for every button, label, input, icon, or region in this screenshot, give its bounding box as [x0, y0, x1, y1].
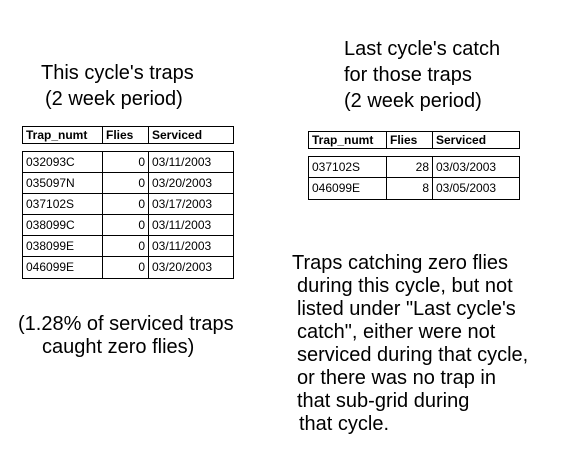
- percent-note: (1.28% of serviced traps caught zero fli…: [18, 313, 234, 359]
- explanation-line5: serviced during that cycle,: [297, 344, 529, 366]
- trap-cell: 032093C: [23, 152, 103, 172]
- last-cycle-caption-line3: (2 week period): [344, 90, 482, 112]
- table-row: 046099E 8 03/05/2003: [309, 178, 519, 199]
- column-header-serviced: Serviced: [152, 128, 203, 142]
- explanation-line7: that sub-grid during: [297, 390, 470, 412]
- trap-cell: 038099C: [23, 215, 103, 235]
- serviced-cell: 03/17/2003: [152, 197, 213, 211]
- flies-cell: 28: [387, 157, 433, 177]
- column-header-trap: Trap_numt: [309, 132, 387, 148]
- trap-cell: 046099E: [23, 257, 103, 278]
- flies-cell: 0: [103, 173, 149, 193]
- column-header-flies: Flies: [387, 132, 433, 148]
- explanation-line2: during this cycle, but not: [297, 275, 513, 297]
- flies-cell: 0: [103, 152, 149, 172]
- serviced-cell: 03/11/2003: [152, 218, 212, 232]
- serviced-cell: 03/11/2003: [152, 155, 212, 169]
- table-row: 038099C 0 03/11/2003: [23, 215, 233, 236]
- this-cycle-table-header: Trap_numt Flies Serviced: [22, 126, 234, 144]
- table-row: 037102S 0 03/17/2003: [23, 194, 233, 215]
- flies-cell: 0: [103, 257, 149, 278]
- serviced-cell: 03/03/2003: [436, 160, 497, 174]
- last-cycle-caption: Last cycle's catch for those traps (2 we…: [344, 36, 500, 114]
- serviced-cell: 03/05/2003: [436, 181, 497, 195]
- flies-cell: 0: [103, 194, 149, 214]
- flies-cell: 8: [387, 178, 433, 199]
- column-header-serviced: Serviced: [436, 133, 487, 147]
- this-cycle-table: 032093C 0 03/11/2003 035097N 0 03/20/200…: [22, 151, 234, 279]
- trap-cell: 046099E: [309, 178, 387, 199]
- explanation-line4: catch", either were not: [297, 321, 496, 343]
- table-row: 035097N 0 03/20/2003: [23, 173, 233, 194]
- explanation-line3: listed under "Last cycle's: [297, 298, 516, 320]
- serviced-cell: 03/20/2003: [152, 176, 213, 190]
- serviced-cell: 03/20/2003: [152, 260, 213, 274]
- this-cycle-caption-line2: (2 week period): [45, 88, 183, 110]
- last-cycle-caption-line1: Last cycle's catch: [344, 38, 501, 60]
- table-row: 038099E 0 03/11/2003: [23, 236, 233, 257]
- explanation-line1: Traps catching zero flies: [292, 252, 509, 274]
- last-cycle-table-header: Trap_numt Flies Serviced: [308, 131, 520, 149]
- trap-cell: 035097N: [23, 173, 103, 193]
- percent-note-line2: caught zero flies): [42, 336, 195, 358]
- explanation-line6: or there was no trap in: [297, 367, 496, 389]
- this-cycle-caption: This cycle's traps (2 week period): [41, 60, 194, 112]
- column-header-flies: Flies: [103, 127, 149, 143]
- explanation-note: Traps catching zero flies during this cy…: [292, 252, 528, 436]
- trap-cell: 037102S: [23, 194, 103, 214]
- table-row: 046099E 0 03/20/2003: [23, 257, 233, 278]
- trap-cell: 037102S: [309, 157, 387, 177]
- percent-note-line1: (1.28% of serviced traps: [18, 313, 234, 335]
- trap-cell: 038099E: [23, 236, 103, 256]
- serviced-cell: 03/11/2003: [152, 239, 212, 253]
- table-row: 032093C 0 03/11/2003: [23, 152, 233, 173]
- explanation-line8: that cycle.: [299, 413, 390, 435]
- flies-cell: 0: [103, 236, 149, 256]
- last-cycle-table: 037102S 28 03/03/2003 046099E 8 03/05/20…: [308, 156, 520, 200]
- table-row: 037102S 28 03/03/2003: [309, 157, 519, 178]
- this-cycle-caption-line1: This cycle's traps: [41, 62, 194, 84]
- last-cycle-caption-line2: for those traps: [344, 64, 472, 86]
- column-header-trap: Trap_numt: [23, 127, 103, 143]
- flies-cell: 0: [103, 215, 149, 235]
